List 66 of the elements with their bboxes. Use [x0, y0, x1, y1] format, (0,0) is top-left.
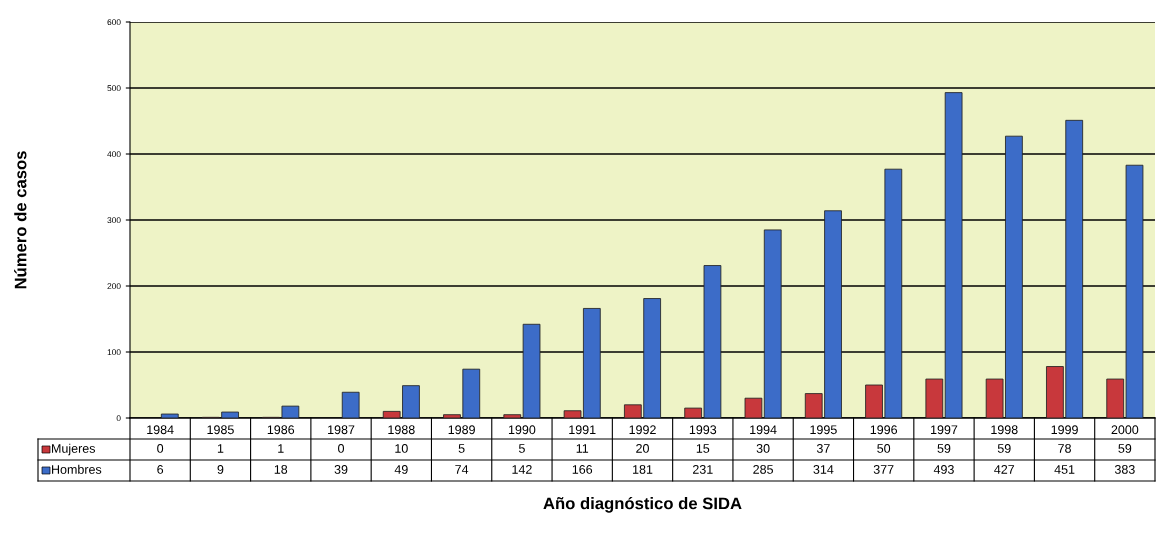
data-label: 59: [1118, 444, 1132, 453]
x-tick-label: 1990: [508, 425, 536, 435]
x-tick-label: 1999: [1051, 425, 1078, 435]
data-label: 383: [1114, 465, 1135, 474]
x-tick-label: 1996: [870, 425, 898, 435]
x-axis-title: Año diagnóstico de SIDA: [543, 496, 742, 513]
x-tick-label: 1989: [448, 425, 475, 435]
y-tick-label: 400: [107, 151, 121, 158]
x-tick-label: 1992: [629, 425, 656, 435]
data-label: 10: [395, 444, 408, 453]
data-label: 166: [572, 465, 593, 474]
data-label: 181: [633, 465, 653, 474]
data-label: 30: [756, 444, 770, 453]
data-label: 49: [394, 465, 408, 474]
data-label: 11: [576, 444, 589, 453]
data-label: 74: [455, 465, 469, 474]
y-tick-label: 100: [107, 349, 121, 356]
data-label: 285: [753, 465, 773, 474]
data-label: 0: [157, 444, 164, 453]
data-label: 451: [1054, 465, 1075, 474]
data-label: 59: [937, 444, 951, 453]
x-tick-label: 1987: [328, 425, 355, 435]
y-tick-label: 500: [107, 85, 121, 92]
y-tick-label: 300: [107, 217, 121, 224]
data-label: 37: [816, 444, 830, 453]
data-label: 78: [1058, 444, 1071, 453]
data-label: 9: [217, 465, 224, 474]
data-label: 6: [157, 465, 164, 474]
x-tick-label: 1984: [147, 425, 174, 435]
data-label: 0: [338, 444, 345, 453]
x-tick-label: 1998: [991, 425, 1018, 435]
bar: [925, 378, 944, 418]
data-label: 231: [693, 465, 713, 474]
x-tick-label: 1994: [750, 425, 777, 435]
data-label: 1: [217, 444, 224, 453]
x-tick-label: 2000: [1111, 425, 1139, 435]
data-label: 493: [933, 465, 954, 474]
data-label: 50: [877, 444, 891, 453]
data-label: 142: [512, 465, 532, 474]
data-label: 59: [997, 444, 1011, 453]
x-tick-label: 1997: [931, 425, 958, 435]
x-tick-label: 1985: [207, 425, 234, 435]
data-label: 5: [518, 444, 525, 453]
x-tick-label: 1993: [689, 425, 717, 435]
bar: [944, 92, 963, 418]
data-label: 15: [696, 444, 710, 453]
y-tick-label: 0: [116, 415, 121, 422]
data-label: 1: [278, 444, 284, 453]
data-label: 427: [994, 465, 1015, 474]
x-tick-label: 1986: [267, 425, 295, 435]
data-label: 20: [636, 444, 649, 453]
data-label: 18: [274, 465, 288, 474]
y-axis-title: Número de casos: [14, 151, 27, 289]
data-label: 5: [458, 444, 465, 453]
data-label: 314: [813, 465, 834, 474]
bar: [160, 413, 179, 418]
legend-label: Hombres: [52, 464, 102, 474]
y-tick-label: 600: [107, 19, 121, 26]
x-tick-label: 1995: [810, 425, 837, 435]
data-label: 39: [334, 465, 348, 474]
legend-label: Mujeres: [52, 443, 96, 456]
y-tick-label: 200: [107, 283, 121, 290]
x-tick-label: 1988: [388, 425, 415, 435]
data-label: 377: [873, 465, 894, 474]
x-tick-label: 1991: [569, 425, 596, 435]
bar: [341, 391, 360, 418]
